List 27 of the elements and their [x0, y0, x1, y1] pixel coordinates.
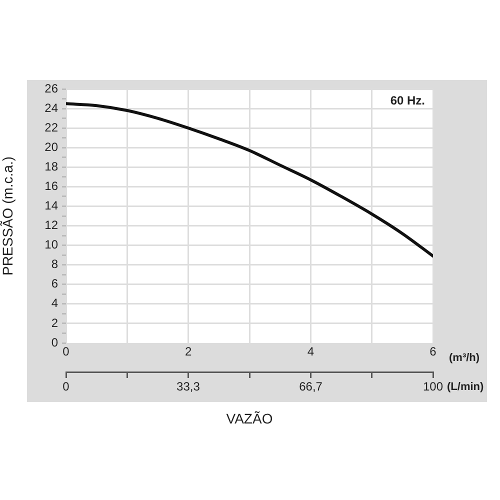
x-tick-label: 4: [307, 344, 314, 359]
x-tick-label: 2: [184, 344, 192, 359]
y-tick-label: 20: [44, 140, 58, 154]
y-tick-label: 10: [44, 238, 58, 252]
y-tick-label: 12: [44, 218, 58, 232]
x-axis-title: VAZÃO: [226, 410, 273, 426]
x-tick-label: 0: [62, 344, 70, 359]
y-tick-label: 8: [51, 257, 58, 272]
x2-tick-label: 33,3: [176, 380, 200, 394]
x-tick-label: 6: [430, 344, 437, 359]
y-tick-label: 26: [44, 81, 58, 96]
x2-tick-label: 100: [422, 380, 444, 394]
y-tick-label: 0: [51, 335, 58, 350]
x2-tick-label: 66,7: [299, 380, 323, 394]
y-tick-label: 4: [51, 296, 58, 310]
text: (L/min): [447, 381, 484, 394]
y-tick-label: 2: [51, 316, 58, 330]
x2-tick-label: 0: [62, 380, 70, 394]
text: (m³/h): [449, 352, 480, 364]
y-tick-label: 16: [44, 179, 58, 194]
y-tick-label: 22: [44, 120, 58, 134]
y-tick-label: 24: [44, 100, 58, 115]
y-tick-label: 18: [44, 159, 58, 174]
annotation: 60 Hz.: [390, 93, 425, 108]
y-axis-title: PRESSÃO (m.c.a.): [0, 156, 16, 276]
y-tick-label: 14: [44, 198, 58, 213]
y-tick-label: 6: [51, 276, 58, 291]
